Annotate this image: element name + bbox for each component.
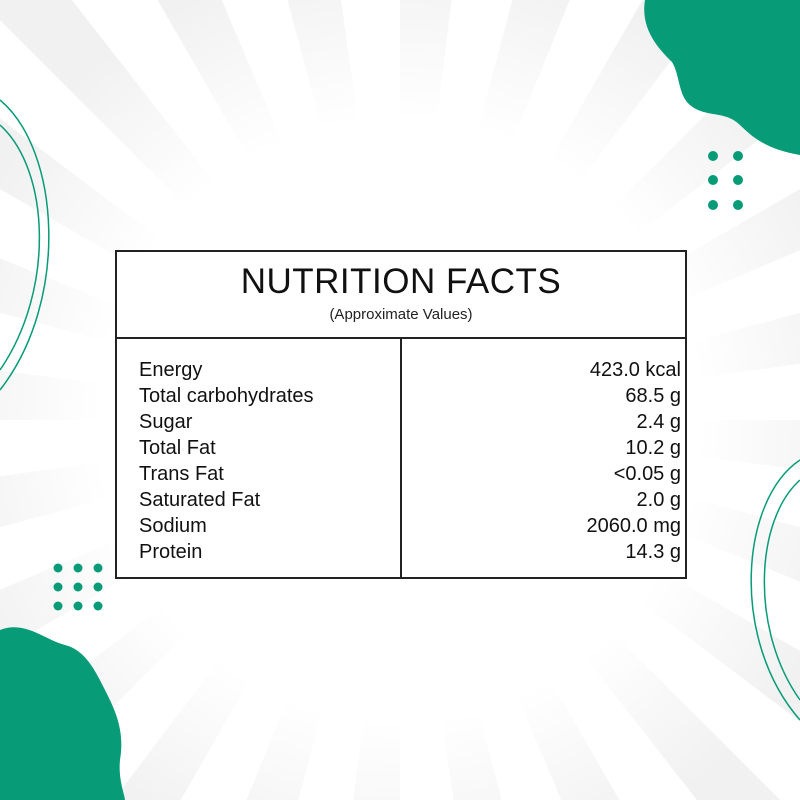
- table-row: Total carbohydrates 68.5 g: [139, 383, 681, 409]
- top-right-blob: [644, 0, 800, 155]
- left-arcs: [0, 99, 50, 391]
- nutrient-name: Sodium: [139, 515, 207, 537]
- panel-header: NUTRITION FACTS (Approximate Values): [117, 252, 685, 339]
- top-right-dots: [708, 151, 743, 210]
- nutrient-value: 14.3 g: [625, 541, 681, 563]
- nutrient-value: 2060.0 mg: [586, 515, 681, 537]
- nutrition-facts-panel: NUTRITION FACTS (Approximate Values) Ene…: [115, 250, 687, 579]
- column-divider: [400, 339, 402, 577]
- nutrient-value: 10.2 g: [625, 437, 681, 459]
- nutrient-value: 2.4 g: [636, 411, 681, 433]
- nutrient-value: 423.0 kcal: [589, 359, 681, 381]
- nutrient-name: Sugar: [139, 411, 193, 433]
- nutrient-name: Trans Fat: [139, 463, 224, 485]
- table-row: Protein 14.3 g: [139, 539, 681, 565]
- nutrient-name: Total carbohydrates: [139, 385, 314, 407]
- nutrient-value: 2.0 g: [636, 489, 681, 511]
- table-row: Total Fat 10.2 g: [139, 435, 681, 461]
- table-row: Sodium 2060.0 mg: [139, 513, 681, 539]
- panel-subtitle: (Approximate Values): [329, 306, 473, 323]
- table-row: Saturated Fat 2.0 g: [139, 487, 681, 513]
- table-row: Trans Fat <0.05 g: [139, 461, 681, 487]
- nutrient-value: 68.5 g: [625, 385, 681, 407]
- nutrient-name: Saturated Fat: [139, 489, 261, 511]
- right-arcs: [750, 459, 800, 721]
- nutrient-name: Protein: [139, 541, 203, 563]
- nutrient-name: Total Fat: [139, 437, 216, 459]
- nutrient-name: Energy: [139, 359, 203, 381]
- bottom-left-dots: [53, 563, 103, 611]
- nutrition-table: Energy 423.0 kcal Total carbohydrates 68.5 …: [117, 339, 685, 577]
- table-row: Energy 423.0 kcal: [139, 357, 681, 383]
- table-row: Sugar 2.4 g: [139, 409, 681, 435]
- nutrient-value: <0.05 g: [613, 463, 681, 485]
- panel-title: NUTRITION FACTS: [240, 262, 562, 301]
- bottom-left-blob: [0, 627, 125, 800]
